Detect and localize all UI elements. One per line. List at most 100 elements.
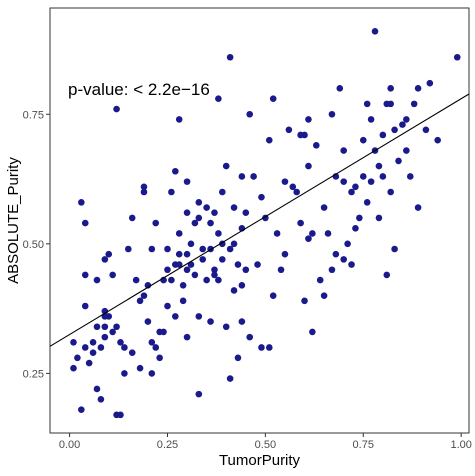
data-point xyxy=(93,276,101,284)
data-point xyxy=(81,219,89,227)
data-point xyxy=(258,344,265,351)
data-point xyxy=(222,323,230,331)
data-point xyxy=(70,364,77,372)
data-point xyxy=(406,173,414,180)
data-point xyxy=(258,193,265,201)
data-point xyxy=(297,219,304,227)
data-point xyxy=(128,214,136,222)
x-tick-label: 0.50 xyxy=(255,439,276,451)
data-point xyxy=(121,370,128,377)
x-tick-label: 0.25 xyxy=(157,439,178,451)
data-point xyxy=(187,240,195,248)
data-point xyxy=(74,354,81,362)
data-point xyxy=(371,28,379,35)
data-point xyxy=(387,188,394,196)
data-point xyxy=(164,302,171,310)
data-point xyxy=(183,209,191,217)
data-point xyxy=(109,271,116,279)
data-point xyxy=(211,266,218,274)
data-point xyxy=(273,230,281,237)
data-point xyxy=(175,230,183,237)
data-point xyxy=(195,214,203,222)
data-point xyxy=(78,199,85,206)
data-point xyxy=(121,344,128,351)
data-point xyxy=(113,105,120,113)
data-point xyxy=(117,338,124,346)
data-point xyxy=(289,183,297,191)
data-point xyxy=(352,224,359,232)
data-point xyxy=(320,204,328,211)
data-point xyxy=(367,178,375,185)
data-point xyxy=(359,136,367,144)
data-point xyxy=(218,188,226,196)
data-point xyxy=(309,230,316,237)
data-point xyxy=(234,261,242,268)
data-point xyxy=(422,126,430,134)
data-point xyxy=(211,209,218,217)
data-point xyxy=(410,100,418,108)
data-point xyxy=(148,370,156,377)
data-point xyxy=(293,188,301,196)
data-point xyxy=(340,256,347,263)
data-point xyxy=(426,79,434,87)
data-point xyxy=(203,204,210,211)
data-point xyxy=(434,136,441,144)
data-point xyxy=(305,162,312,170)
data-point xyxy=(195,199,203,206)
data-point xyxy=(215,95,222,103)
data-point xyxy=(191,219,199,227)
data-point xyxy=(148,245,156,253)
data-point xyxy=(238,173,246,180)
data-point xyxy=(230,287,238,294)
data-point xyxy=(316,276,324,284)
data-point xyxy=(391,245,398,253)
data-point xyxy=(340,178,347,185)
data-point xyxy=(265,344,273,351)
data-point xyxy=(269,292,277,299)
data-point xyxy=(81,302,89,310)
y-tick-label: 0.75 xyxy=(23,109,44,121)
data-point xyxy=(281,178,289,185)
data-point xyxy=(265,136,273,144)
data-point xyxy=(168,276,175,284)
p-value-annotation: p-value: < 2.2e−16 xyxy=(68,80,210,99)
data-point xyxy=(109,328,116,336)
x-tick-label: 0.75 xyxy=(353,439,374,451)
data-point xyxy=(101,256,109,263)
x-tick-label: 1.00 xyxy=(450,439,471,451)
data-point xyxy=(305,235,312,242)
data-point xyxy=(285,126,293,134)
x-axis-title: TumorPurity xyxy=(219,452,301,469)
data-point xyxy=(207,318,214,325)
data-point xyxy=(305,116,312,123)
data-point xyxy=(78,406,85,413)
data-point xyxy=(269,95,277,103)
data-point xyxy=(183,250,191,258)
data-point xyxy=(105,250,113,258)
data-point xyxy=(211,271,218,279)
data-point xyxy=(152,344,160,351)
data-point xyxy=(375,214,383,222)
data-point xyxy=(179,281,187,289)
data-point xyxy=(309,328,316,336)
data-point xyxy=(140,188,148,196)
data-point xyxy=(203,276,210,284)
data-point xyxy=(164,266,171,274)
data-point xyxy=(359,173,367,180)
data-point xyxy=(226,375,234,382)
data-point xyxy=(375,162,383,170)
data-point xyxy=(348,261,355,268)
data-point xyxy=(399,121,406,128)
data-point xyxy=(242,209,250,217)
data-point xyxy=(168,188,175,196)
data-point xyxy=(383,271,391,279)
data-point xyxy=(226,245,234,253)
data-point xyxy=(70,338,77,346)
data-point xyxy=(222,162,230,170)
data-point xyxy=(277,266,285,274)
data-point xyxy=(89,338,97,346)
data-point xyxy=(332,250,340,258)
data-point xyxy=(81,271,89,279)
